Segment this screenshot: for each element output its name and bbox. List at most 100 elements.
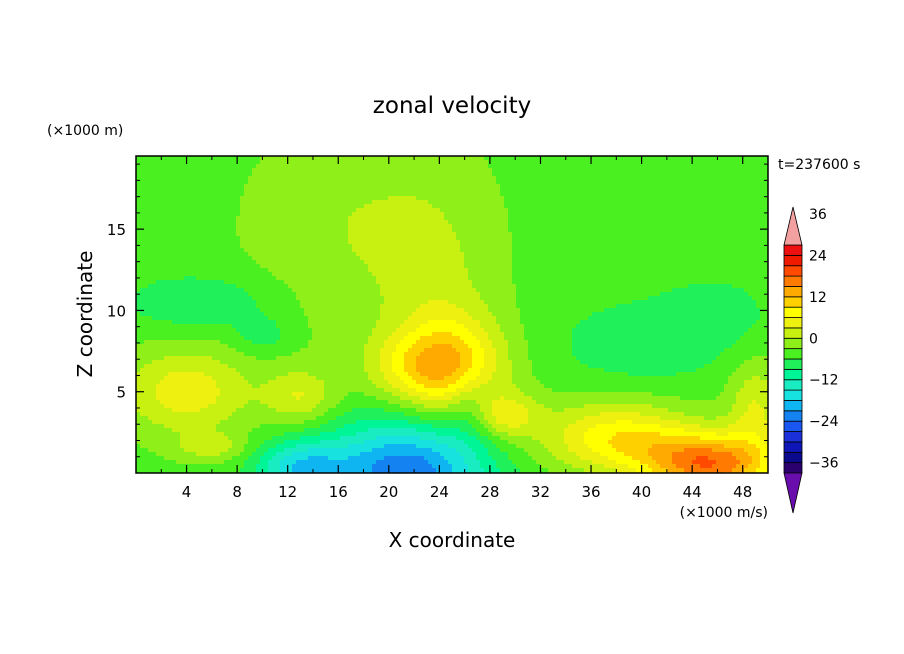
contour-cell [236,436,241,441]
contour-cell [376,452,381,457]
contour-cell [244,360,249,365]
contour-cell [356,432,361,437]
contour-cell [268,160,273,165]
contour-cell [380,384,385,389]
contour-cell [288,448,293,453]
contour-cell [260,264,265,269]
contour-cell [236,404,241,409]
contour-cell [340,248,345,253]
contour-cell [160,260,165,265]
contour-cell [204,380,209,385]
contour-cell [216,180,221,185]
contour-cell [232,160,237,165]
contour-cell [260,272,265,277]
contour-cell [316,356,321,361]
contour-cell [240,256,245,261]
contour-cell [136,320,141,325]
contour-cell [276,200,281,205]
contour-cell [380,440,385,445]
contour-cell [264,180,269,185]
contour-cell [304,164,309,169]
contour-cell [364,328,369,333]
contour-cell [344,348,349,353]
contour-cell [188,432,193,437]
contour-cell [232,252,237,257]
contour-cell [224,252,229,257]
contour-cell [368,288,373,293]
contour-cell [148,232,153,237]
contour-cell [372,252,377,257]
contour-cell [240,156,245,161]
contour-cell [380,328,385,333]
contour-cell [300,444,305,449]
contour-cell [228,180,233,185]
contour-cell [248,216,253,221]
contour-cell [252,244,257,249]
contour-cell [316,468,321,473]
contour-cell [192,364,197,369]
contour-cell [364,252,369,257]
contour-cell [248,464,253,469]
contour-cell [348,324,353,329]
contour-cell [260,212,265,217]
contour-cell [376,324,381,329]
contour-cell [376,328,381,333]
contour-cell [272,276,277,281]
contour-cell [152,356,157,361]
contour-cell [192,292,197,297]
contour-cell [316,352,321,357]
contour-cell [356,236,361,241]
contour-cell [176,312,181,317]
contour-cell [160,184,165,189]
contour-cell [208,380,213,385]
contour-cell [140,280,145,285]
contour-cell [212,304,217,309]
contour-cell [304,320,309,325]
contour-cell [264,344,269,349]
contour-cell [348,400,353,405]
contour-cell [148,444,153,449]
contour-cell [144,396,149,401]
contour-cell [228,328,233,333]
contour-cell [204,280,209,285]
contour-cell [188,296,193,301]
contour-cell [256,460,261,465]
contour-cell [336,316,341,321]
contour-cell [244,260,249,265]
contour-cell [312,232,317,237]
contour-cell [368,184,373,189]
contour-cell [240,284,245,289]
contour-cell [140,460,145,465]
contour-cell [156,376,161,381]
contour-cell [340,396,345,401]
contour-cell [248,400,253,405]
contour-cell [244,204,249,209]
contour-cell [184,424,189,429]
contour-cell [212,204,217,209]
contour-cell [260,424,265,429]
contour-cell [244,408,249,413]
contour-cell [208,232,213,237]
contour-cell [192,176,197,181]
contour-cell [288,344,293,349]
contour-cell [340,184,345,189]
contour-cell [180,256,185,261]
contour-cell [152,344,157,349]
contour-cell [352,392,357,397]
contour-cell [140,384,145,389]
contour-cell [360,264,365,269]
contour-cell [280,464,285,469]
contour-cell [304,336,309,341]
contour-cell [208,448,213,453]
contour-cell [140,464,145,469]
contour-cell [292,468,297,473]
contour-cell [336,244,341,249]
contour-cell [292,268,297,273]
contour-cell [276,300,281,305]
contour-cell [224,300,229,305]
contour-cell [188,428,193,433]
contour-cell [252,436,257,441]
contour-cell [292,312,297,317]
contour-cell [160,200,165,205]
contour-cell [220,324,225,329]
